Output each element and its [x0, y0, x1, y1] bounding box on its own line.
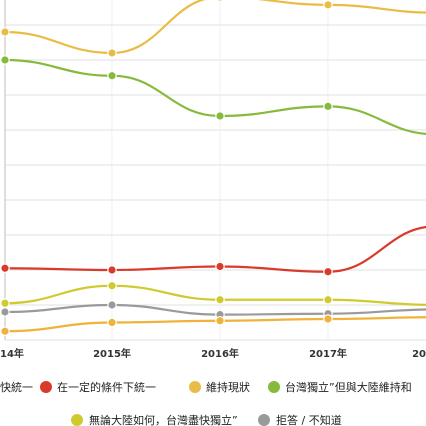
data-point: [107, 265, 117, 275]
x-tick-label: 2017年: [309, 347, 347, 360]
series-line: [4, 284, 426, 307]
data-point: [107, 70, 117, 81]
legend-label: 維持現狀: [206, 380, 250, 394]
data-point: [0, 307, 10, 317]
legend-swatch: [40, 381, 52, 393]
legend-label: 在一定的條件下統一: [57, 380, 156, 394]
x-tick-label: 20: [412, 349, 426, 360]
data-point: [0, 27, 10, 37]
data-point: [107, 300, 117, 310]
data-point: [323, 294, 333, 305]
legend-label: 拒答 / 不知道: [276, 413, 342, 426]
data-point: [0, 326, 10, 337]
x-tick-label: 2015年: [93, 347, 131, 360]
series-line: [4, 0, 426, 55]
grid-lines: [4, 0, 426, 341]
data-point: [323, 266, 333, 277]
data-point: [216, 0, 224, 2]
legend-swatch: [258, 414, 270, 426]
data-point: [0, 263, 10, 274]
data-point: [0, 298, 10, 309]
legend-label: 無論大陸如何，台灣盡快獨立”: [89, 413, 238, 426]
data-point: [323, 0, 333, 10]
legend-label: 台灣獨立”但與大陸維持和: [285, 380, 412, 394]
x-axis-tick-labels: 14年 2015年 2016年 2017年 20: [0, 347, 426, 360]
legend-swatch: [268, 381, 280, 393]
data-point: [215, 315, 225, 326]
data-point: [107, 317, 117, 328]
data-point: [215, 111, 225, 121]
x-tick-label: 2016年: [201, 347, 239, 360]
legend-label: 快統一: [0, 380, 33, 394]
series-line: [4, 58, 426, 135]
data-point: [215, 294, 225, 305]
series-group: [0, 0, 426, 337]
data-point: [215, 261, 225, 272]
data-point: [107, 280, 117, 291]
legend: 快統一 在一定的條件下統一 維持現狀 台灣獨立”但與大陸維持和無論大陸如何，台灣盡快獨…: [0, 380, 412, 426]
legend-swatch: [71, 414, 83, 426]
legend-swatch: [189, 381, 201, 393]
data-point: [0, 55, 10, 65]
data-point: [107, 48, 117, 58]
data-point: [323, 314, 333, 324]
x-tick-label: 14年: [0, 347, 24, 360]
data-point: [323, 101, 333, 112]
